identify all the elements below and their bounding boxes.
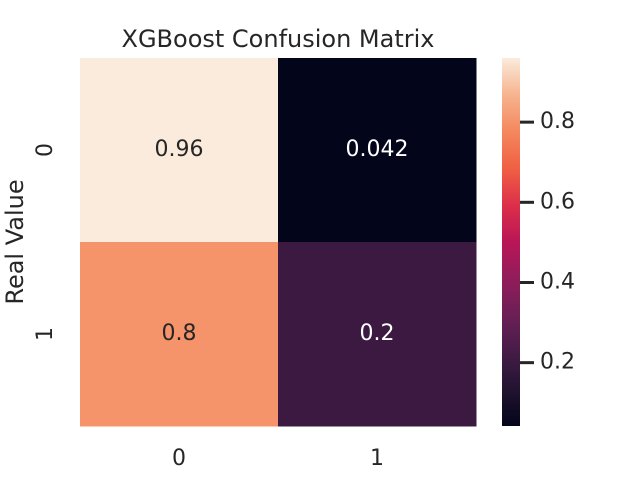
heatmap-cell bbox=[80, 242, 279, 427]
colorbar-tick-label: 0.2 bbox=[540, 350, 575, 375]
y-tick-label: 0 bbox=[33, 143, 58, 157]
colorbar-tick-label: 0.8 bbox=[540, 109, 575, 134]
x-tick-label: 1 bbox=[370, 446, 384, 471]
heatmap-cell bbox=[80, 58, 279, 243]
cell-label: 0.2 bbox=[360, 321, 395, 346]
chart-title: XGBoost Confusion Matrix bbox=[122, 25, 435, 53]
colorbar-tick-label: 0.6 bbox=[540, 189, 575, 214]
heatmap-cell bbox=[278, 58, 477, 243]
heatmap-cell bbox=[278, 242, 477, 427]
colorbar-tick-label: 0.4 bbox=[540, 269, 575, 294]
x-axis-label: Predicted Value bbox=[185, 477, 371, 480]
cell-label: 0.042 bbox=[346, 137, 409, 162]
cell-label: 0.96 bbox=[155, 137, 204, 162]
x-tick-label: 0 bbox=[172, 446, 186, 471]
y-axis-label: Real Value bbox=[1, 179, 29, 304]
y-tick-label: 1 bbox=[33, 327, 58, 341]
colorbar bbox=[502, 58, 520, 426]
cell-label: 0.8 bbox=[162, 321, 197, 346]
